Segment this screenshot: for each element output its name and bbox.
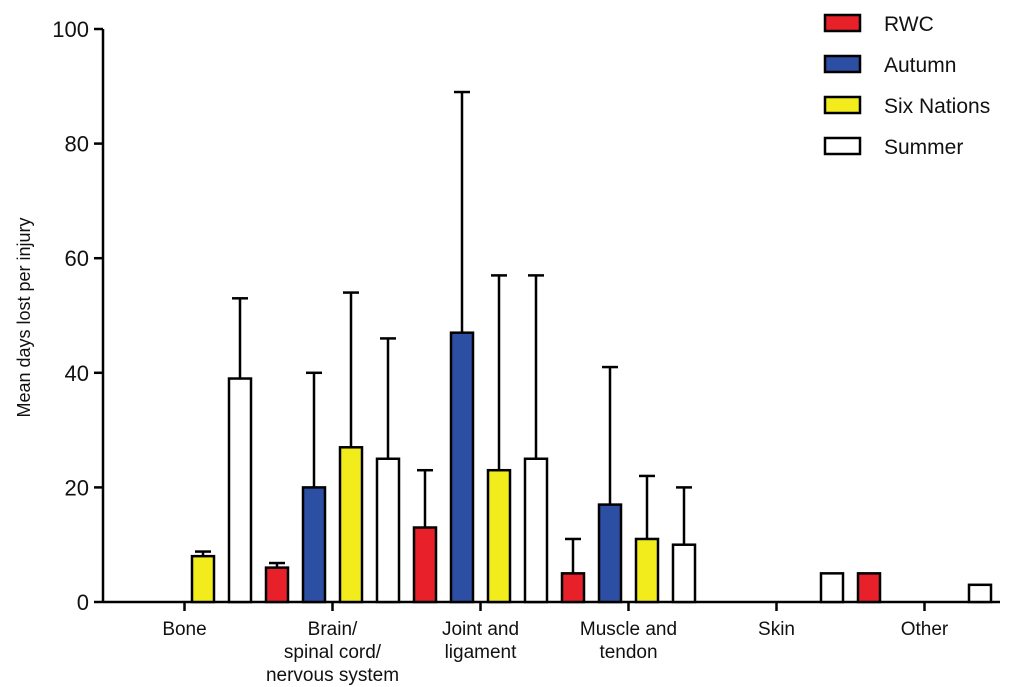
bar-autumn xyxy=(301,486,327,604)
bar-summer xyxy=(375,457,401,604)
legend-label: Summer xyxy=(884,136,963,159)
bar-six-nations xyxy=(486,468,512,604)
x-tick-label-line: nervous system xyxy=(266,665,399,686)
bar-summer xyxy=(671,543,697,604)
x-tick-label-line: Other xyxy=(901,619,949,640)
x-tick-label-line: ligament xyxy=(445,642,518,663)
y-tick-label: 0 xyxy=(77,590,89,615)
bar-autumn xyxy=(449,331,475,604)
y-tick-label: 20 xyxy=(65,475,89,500)
x-tick-label-line: Skin xyxy=(758,619,795,640)
x-tick-label: Other xyxy=(901,619,949,640)
x-tick-label-line: Muscle and xyxy=(580,619,677,640)
legend-label: Six Nations xyxy=(884,95,990,118)
bar-summer xyxy=(819,572,845,604)
bar-summer xyxy=(523,457,549,604)
x-tick-label: Bone xyxy=(162,619,206,640)
x-tick-label: Skin xyxy=(758,619,795,640)
x-tick-label: Muscle and tendon xyxy=(580,619,677,663)
bar-six-nations xyxy=(190,554,216,604)
bar-summer xyxy=(227,377,253,604)
bar-rwc xyxy=(264,566,290,604)
y-tick-label: 80 xyxy=(65,132,89,157)
bar-autumn xyxy=(597,503,623,604)
x-tick-label: Brain/spinal cord/nervous system xyxy=(266,619,399,686)
legend-swatch xyxy=(823,95,862,115)
x-tick-label-line: tendon xyxy=(599,642,657,663)
x-tick-label-line: Joint and xyxy=(442,619,519,640)
y-tick-label: 40 xyxy=(65,361,89,386)
y-tick-label: 100 xyxy=(52,17,89,42)
legend-label: RWC xyxy=(884,13,934,36)
legend-swatch xyxy=(823,136,862,156)
bar-rwc xyxy=(560,572,586,604)
bar-rwc xyxy=(856,572,882,604)
y-axis-title: Mean days lost per injury xyxy=(14,217,34,417)
bar-six-nations xyxy=(338,446,364,604)
legend-swatch xyxy=(823,54,862,74)
y-tick-label: 60 xyxy=(65,246,89,271)
legend-swatch xyxy=(823,13,862,33)
x-tick-label-line: Bone xyxy=(162,619,206,640)
bar-rwc xyxy=(412,526,438,604)
x-tick-label-line: Brain/ xyxy=(308,619,358,640)
x-tick-label: Joint and ligament xyxy=(442,619,519,663)
bar-summer xyxy=(967,583,993,604)
x-tick-label-line: spinal cord/ xyxy=(284,642,382,663)
bar-six-nations xyxy=(634,537,660,604)
legend-label: Autumn xyxy=(884,54,956,77)
